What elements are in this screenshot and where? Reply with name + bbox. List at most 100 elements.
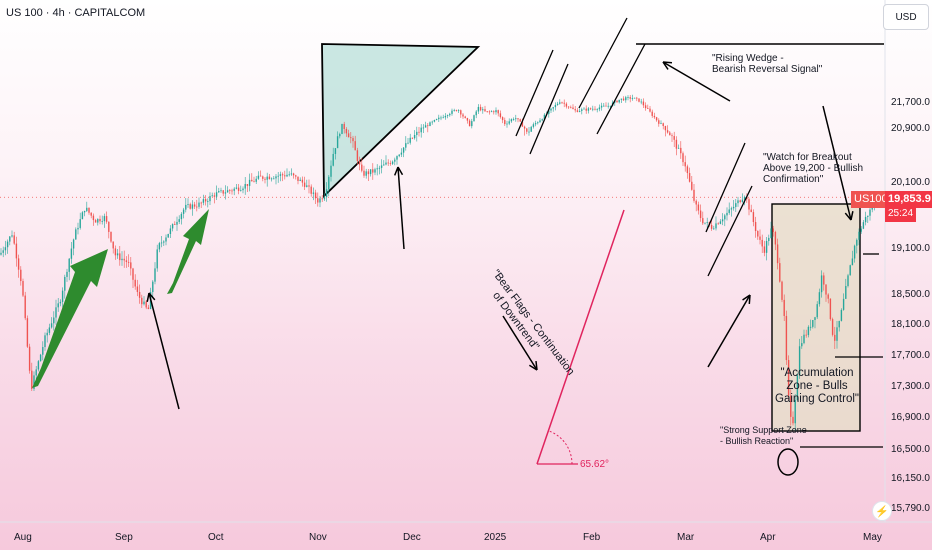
candle-body bbox=[9, 236, 11, 242]
candle-body bbox=[831, 319, 834, 335]
candle-body bbox=[537, 122, 539, 124]
candle-body bbox=[847, 275, 849, 287]
candle-body bbox=[596, 109, 598, 111]
candle-body bbox=[836, 327, 838, 341]
candle-body bbox=[226, 190, 229, 193]
candle-body bbox=[143, 301, 145, 305]
candle-body bbox=[108, 221, 110, 232]
time-axis[interactable]: Aug Sep Oct Nov Dec 2025 Feb Mar Apr May bbox=[14, 532, 882, 543]
candle-body bbox=[46, 332, 48, 336]
candle-body bbox=[429, 122, 431, 127]
candle-body bbox=[273, 178, 275, 180]
candle-body bbox=[834, 334, 836, 341]
arrow-to-wedge-top-head bbox=[662, 61, 669, 70]
angle-label: 65.62° bbox=[580, 459, 609, 470]
lightning-icon[interactable]: ⚡ bbox=[872, 501, 892, 521]
candle-body bbox=[510, 119, 513, 122]
candle-body bbox=[864, 216, 867, 223]
price-tick-label: 21,700.0 bbox=[891, 97, 930, 108]
bear-flags-note: "Bear Flags - Continuationof Downtrend" bbox=[479, 268, 576, 386]
arrow-to-breakout bbox=[822, 105, 852, 221]
candle-body bbox=[607, 105, 609, 107]
candle-body bbox=[53, 317, 55, 324]
candle-body bbox=[653, 115, 656, 118]
candle-body bbox=[270, 178, 273, 180]
candle-body bbox=[152, 281, 154, 293]
candle-body bbox=[389, 163, 392, 165]
candle-body bbox=[565, 103, 568, 107]
candle-body bbox=[504, 120, 506, 125]
candle-body bbox=[462, 114, 464, 117]
candle-body bbox=[688, 173, 691, 182]
candle-body bbox=[603, 105, 605, 107]
candle-body bbox=[127, 261, 130, 263]
candle-body bbox=[284, 175, 286, 177]
candle-body bbox=[686, 166, 689, 174]
currency-button[interactable]: USD bbox=[883, 4, 929, 30]
candle-body bbox=[240, 190, 242, 191]
symmetrical-triangle-pattern bbox=[321, 43, 481, 199]
candle-body bbox=[856, 239, 858, 246]
candle-body bbox=[361, 164, 363, 171]
candle-body bbox=[33, 375, 35, 389]
time-tick-label: Feb bbox=[583, 532, 601, 543]
arrow-up-sep-head bbox=[148, 292, 156, 301]
candle-body bbox=[130, 262, 132, 269]
price-tick-label: 18,100.0 bbox=[891, 319, 930, 330]
candle-body bbox=[112, 241, 114, 249]
candle-body bbox=[849, 265, 851, 276]
candle-body bbox=[823, 275, 825, 285]
candle-body bbox=[583, 108, 585, 110]
candle-body bbox=[310, 186, 312, 194]
candle-body bbox=[453, 110, 455, 111]
candle-body bbox=[20, 269, 22, 282]
candle-body bbox=[376, 168, 378, 170]
arrow-up-apr-head bbox=[742, 294, 751, 301]
candle-body bbox=[97, 218, 99, 223]
candle-body bbox=[702, 218, 704, 224]
candle-body bbox=[757, 231, 759, 237]
candle-body bbox=[83, 210, 86, 213]
candle-body bbox=[325, 189, 328, 198]
candle-body bbox=[620, 98, 623, 100]
candle-body bbox=[233, 188, 235, 191]
candle-body bbox=[466, 118, 469, 121]
arrow-bear-flag-head bbox=[535, 360, 538, 371]
candle-body bbox=[11, 235, 13, 237]
candle-body bbox=[321, 198, 323, 200]
candle-body bbox=[840, 309, 843, 321]
arrow-up-apr bbox=[707, 294, 751, 368]
candle-body bbox=[275, 176, 277, 179]
candle-body bbox=[165, 237, 167, 242]
candle-body bbox=[801, 343, 803, 347]
candle-body bbox=[477, 106, 480, 112]
candle-body bbox=[264, 178, 266, 180]
candle-body bbox=[438, 117, 440, 120]
breakout-note: "Watch for Breakout Above 19,200 - Bullis… bbox=[763, 152, 863, 185]
candle-body bbox=[70, 248, 73, 259]
time-tick-label: Mar bbox=[677, 532, 695, 543]
candle-body bbox=[180, 213, 183, 220]
candle-body bbox=[673, 136, 675, 140]
candle-body bbox=[776, 244, 779, 264]
price-tick-label: 18,500.0 bbox=[891, 289, 930, 300]
candle-body bbox=[442, 117, 444, 119]
symbol-title[interactable]: US 100 · 4h · CAPITALCOM bbox=[6, 7, 146, 19]
candle-body bbox=[81, 212, 84, 220]
arrow-up-sep bbox=[148, 292, 180, 410]
candle-body bbox=[532, 124, 535, 127]
last-price-label: 19,853.9 bbox=[885, 191, 932, 208]
candle-body bbox=[193, 204, 196, 207]
candle-body bbox=[792, 416, 794, 424]
candle-body bbox=[488, 111, 491, 113]
candle-body bbox=[552, 107, 554, 109]
candle-body bbox=[501, 117, 504, 121]
candle-body bbox=[44, 335, 46, 348]
candle-body bbox=[347, 133, 350, 138]
price-axis[interactable]: 21,700.0 20,900.0 20,100.0 19,100.0 18,500.0… bbox=[891, 97, 930, 514]
candle-body bbox=[640, 101, 642, 103]
channel-line bbox=[529, 63, 569, 155]
candle-body bbox=[495, 110, 497, 113]
